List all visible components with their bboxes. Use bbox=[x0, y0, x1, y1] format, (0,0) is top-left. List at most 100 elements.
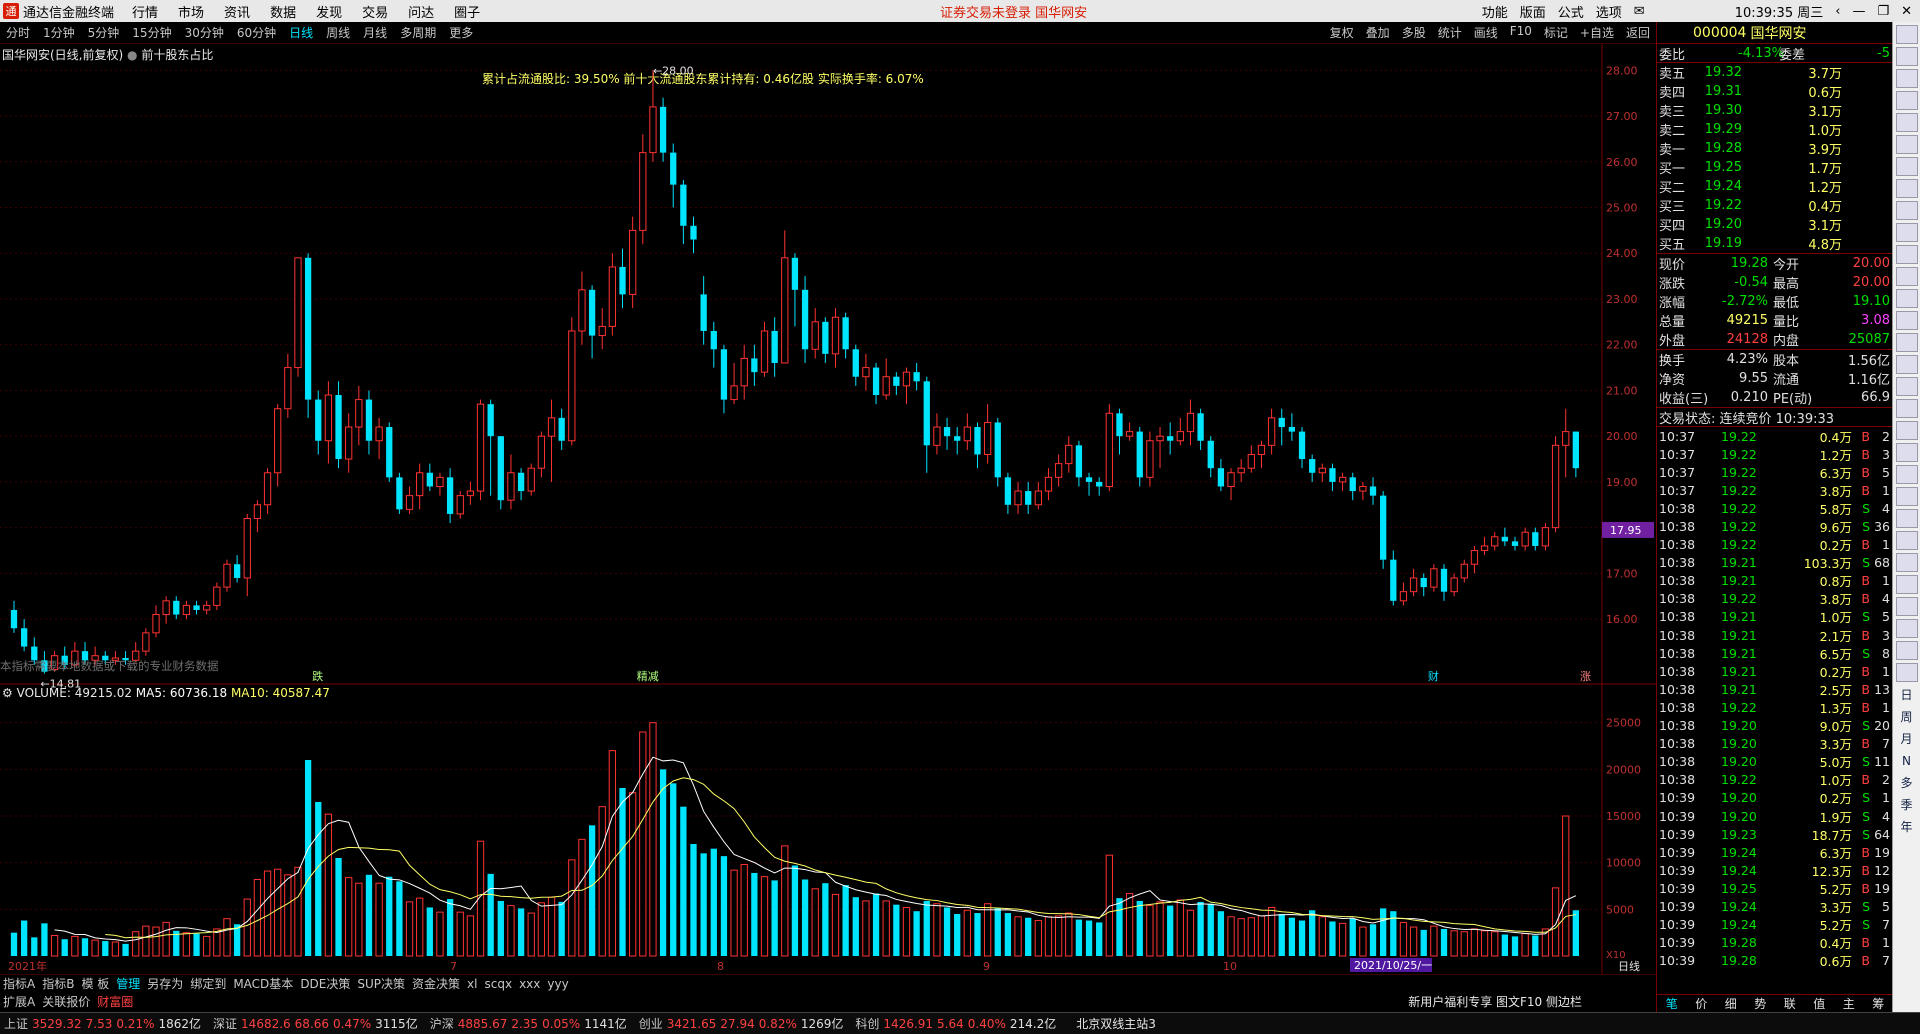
sidebar-tool-icon[interactable] bbox=[1895, 179, 1918, 198]
volume-settings-icon[interactable]: ⚙ bbox=[2, 686, 13, 700]
panel-tab-0[interactable]: 笔 bbox=[1665, 997, 1678, 1011]
period-6[interactable]: 日线 bbox=[289, 26, 314, 40]
sidebar-tool-icon[interactable] bbox=[1895, 47, 1918, 66]
sidebar-period-3[interactable]: N bbox=[1902, 753, 1911, 768]
sidebar-tool-icon[interactable] bbox=[1895, 223, 1918, 242]
promo-link[interactable]: 新用户福利专享 图文F10 侧边栏 bbox=[1408, 994, 1582, 1009]
sidebar-tool-icon[interactable] bbox=[1895, 201, 1918, 220]
period-9[interactable]: 多周期 bbox=[400, 26, 437, 40]
asks-row[interactable]: 卖五 19.32 3.7万 bbox=[1659, 65, 1842, 82]
sidebar-tool-icon[interactable] bbox=[1895, 311, 1918, 330]
sidebar-tool-icon[interactable] bbox=[1895, 597, 1918, 616]
sidebar-tool-icon[interactable] bbox=[1895, 641, 1918, 660]
sidebar-tool-icon[interactable] bbox=[1895, 157, 1918, 176]
sidebar-tool-icon[interactable] bbox=[1895, 619, 1918, 638]
ext-tab-1[interactable]: 关联报价 bbox=[42, 994, 91, 1009]
indicator-tab-12[interactable]: xxx bbox=[519, 976, 541, 991]
tool-1[interactable]: 叠加 bbox=[1365, 26, 1390, 40]
titlebar-item-0[interactable]: 功能 bbox=[1481, 5, 1508, 21]
indicator-label[interactable]: 前十股东占比 bbox=[141, 48, 214, 62]
menu-item-0[interactable]: 行情 bbox=[132, 5, 159, 21]
back-icon[interactable]: ‹ bbox=[1835, 3, 1841, 19]
sidebar-tool-icon[interactable] bbox=[1895, 289, 1918, 308]
sidebar-tool-icon[interactable] bbox=[1895, 333, 1918, 352]
sidebar-tool-icon[interactable] bbox=[1895, 25, 1918, 44]
menu-item-6[interactable]: 问达 bbox=[408, 5, 435, 21]
sidebar-tool-icon[interactable] bbox=[1895, 135, 1918, 154]
sidebar-tool-icon[interactable] bbox=[1895, 663, 1918, 682]
titlebar-item-2[interactable]: 公式 bbox=[1557, 5, 1584, 21]
asks-row[interactable]: 卖一 19.28 3.9万 bbox=[1659, 141, 1842, 158]
index-quote[interactable]: 深证 14682.6 68.66 0.47% 3115亿 bbox=[213, 1017, 418, 1031]
period-2[interactable]: 5分钟 bbox=[87, 26, 120, 40]
server-label[interactable]: 北京双线主站3 bbox=[1076, 1017, 1156, 1031]
sidebar-tool-icon[interactable] bbox=[1895, 575, 1918, 594]
ext-tab-0[interactable]: 扩展A bbox=[3, 994, 36, 1009]
sidebar-period-4[interactable]: 多 bbox=[1900, 776, 1913, 790]
index-quote[interactable]: 沪深 4885.67 2.35 0.05% 1141亿 bbox=[429, 1017, 627, 1031]
panel-tab-1[interactable]: 价 bbox=[1695, 997, 1708, 1011]
index-quote[interactable]: 创业 3421.65 27.94 0.82% 1269亿 bbox=[638, 1017, 844, 1031]
sidebar-tool-icon[interactable] bbox=[1895, 91, 1918, 110]
panel-tab-3[interactable]: 势 bbox=[1754, 997, 1767, 1011]
menu-item-7[interactable]: 圈子 bbox=[454, 5, 481, 21]
sidebar-period-5[interactable]: 季 bbox=[1900, 798, 1913, 812]
sidebar-tool-icon[interactable] bbox=[1895, 267, 1918, 286]
panel-tab-2[interactable]: 细 bbox=[1724, 997, 1737, 1011]
sidebar-tool-icon[interactable] bbox=[1895, 465, 1918, 484]
close-icon[interactable]: ✕ bbox=[1901, 3, 1912, 19]
index-quote[interactable]: 上证 3529.32 7.53 0.21% 1862亿 bbox=[4, 1017, 202, 1031]
indicator-tab-2[interactable]: 模 板 bbox=[81, 977, 110, 991]
tool-8[interactable]: 返回 bbox=[1625, 26, 1650, 40]
asks-row[interactable]: 卖四 19.31 0.6万 bbox=[1659, 84, 1842, 101]
sidebar-tool-icon[interactable] bbox=[1895, 509, 1918, 528]
indicator-tab-3[interactable]: 管理 bbox=[116, 977, 141, 991]
menu-item-3[interactable]: 数据 bbox=[270, 5, 297, 21]
menu-item-4[interactable]: 发现 bbox=[316, 5, 343, 21]
sidebar-tool-icon[interactable] bbox=[1895, 487, 1918, 506]
tool-7[interactable]: +自选 bbox=[1579, 26, 1614, 40]
indicator-tab-8[interactable]: SUP决策 bbox=[357, 977, 406, 991]
sidebar-period-2[interactable]: 月 bbox=[1900, 732, 1913, 746]
menu-item-2[interactable]: 资讯 bbox=[224, 5, 251, 21]
period-8[interactable]: 月线 bbox=[363, 26, 388, 40]
minimize-icon[interactable]: — bbox=[1852, 3, 1866, 19]
indicator-tab-4[interactable]: 另存为 bbox=[147, 977, 184, 991]
indicator-tab-6[interactable]: MACD基本 bbox=[233, 977, 294, 991]
sidebar-tool-icon[interactable] bbox=[1895, 355, 1918, 374]
sidebar-tool-icon[interactable] bbox=[1895, 399, 1918, 418]
sidebar-tool-icon[interactable] bbox=[1895, 553, 1918, 572]
bids-row[interactable]: 买四 19.20 3.1万 bbox=[1659, 217, 1842, 234]
asks-row[interactable]: 卖三 19.30 3.1万 bbox=[1659, 103, 1842, 120]
tick-list[interactable]: 10:37 19.22 0.4万 B 2 10:37 19.22 1.2万 B 3 10:37 19.… bbox=[1657, 427, 1892, 970]
panel-tab-4[interactable]: 联 bbox=[1783, 997, 1796, 1011]
asks-row[interactable]: 卖二 19.29 1.0万 bbox=[1659, 122, 1842, 139]
bids-row[interactable]: 买一 19.25 1.7万 bbox=[1659, 160, 1842, 177]
sidebar-tool-icon[interactable] bbox=[1895, 245, 1918, 264]
ext-tab-2[interactable]: 财富圈 bbox=[97, 994, 134, 1009]
bids-row[interactable]: 买五 19.19 4.8万 bbox=[1659, 236, 1842, 253]
period-7[interactable]: 周线 bbox=[326, 26, 351, 40]
sidebar-period-6[interactable]: 年 bbox=[1900, 820, 1913, 834]
indicator-tab-9[interactable]: 资金决策 bbox=[412, 977, 461, 991]
panel-tab-5[interactable]: 值 bbox=[1813, 997, 1826, 1011]
indicator-tab-11[interactable]: scqx bbox=[484, 976, 513, 991]
sidebar-tool-icon[interactable] bbox=[1895, 69, 1918, 88]
indicator-tab-7[interactable]: DDE决策 bbox=[300, 977, 351, 991]
menu-item-1[interactable]: 市场 bbox=[178, 5, 205, 21]
sidebar-tool-icon[interactable] bbox=[1895, 421, 1918, 440]
tool-0[interactable]: 复权 bbox=[1329, 26, 1354, 40]
index-quote[interactable]: 科创 1426.91 5.64 0.40% 214.2亿 bbox=[855, 1017, 1057, 1031]
indicator-tab-10[interactable]: xl bbox=[467, 976, 478, 991]
sidebar-tool-icon[interactable] bbox=[1895, 113, 1918, 132]
tool-5[interactable]: F10 bbox=[1509, 24, 1532, 38]
period-0[interactable]: 分时 bbox=[6, 26, 31, 40]
period-4[interactable]: 30分钟 bbox=[184, 26, 224, 40]
menu-item-5[interactable]: 交易 bbox=[362, 5, 389, 21]
maximize-icon[interactable]: ❐ bbox=[1877, 3, 1890, 19]
tool-3[interactable]: 统计 bbox=[1437, 26, 1462, 40]
indicator-tab-0[interactable]: 指标A bbox=[3, 977, 36, 991]
period-10[interactable]: 更多 bbox=[449, 26, 474, 40]
bids-row[interactable]: 买二 19.24 1.2万 bbox=[1659, 179, 1842, 196]
login-notice[interactable]: 证券交易未登录 国华网安 bbox=[940, 5, 1088, 21]
